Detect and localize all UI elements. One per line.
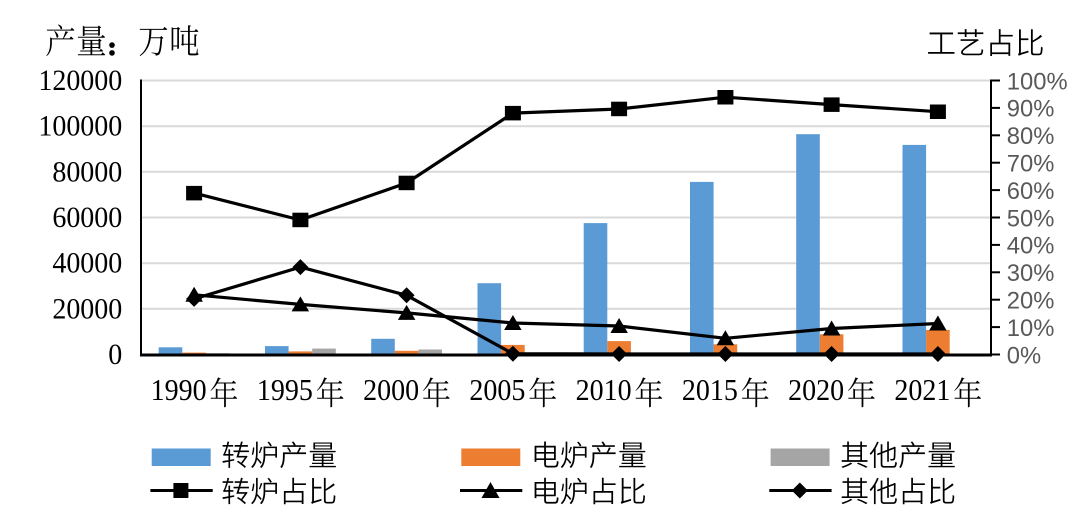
- svg-text:1995: 1995: [257, 374, 313, 407]
- svg-text:30%: 30%: [1007, 260, 1055, 287]
- svg-text:90%: 90%: [1007, 96, 1055, 123]
- svg-text:80000: 80000: [52, 156, 122, 189]
- svg-text:120000: 120000: [38, 64, 122, 97]
- svg-text:100%: 100%: [1007, 68, 1068, 95]
- svg-text:2021: 2021: [894, 374, 950, 407]
- svg-text:2015: 2015: [682, 374, 738, 407]
- svg-text:20000: 20000: [52, 293, 122, 326]
- svg-text:2020: 2020: [788, 374, 844, 407]
- svg-text:80%: 80%: [1007, 123, 1055, 150]
- svg-text:2005: 2005: [469, 374, 525, 407]
- svg-text:100000: 100000: [38, 110, 122, 143]
- svg-text:10%: 10%: [1007, 315, 1055, 342]
- svg-text:40%: 40%: [1007, 233, 1055, 260]
- svg-text:60000: 60000: [52, 201, 122, 234]
- svg-text:70%: 70%: [1007, 151, 1055, 178]
- svg-text:2010: 2010: [576, 374, 632, 407]
- svg-text:0: 0: [108, 338, 122, 371]
- svg-text:60%: 60%: [1007, 178, 1055, 205]
- svg-text:2000: 2000: [363, 374, 419, 407]
- svg-text:50%: 50%: [1007, 205, 1055, 232]
- svg-text:40000: 40000: [52, 247, 122, 280]
- svg-text:0%: 0%: [1007, 342, 1041, 369]
- svg-text:20%: 20%: [1007, 288, 1055, 315]
- svg-text:1990: 1990: [151, 374, 207, 407]
